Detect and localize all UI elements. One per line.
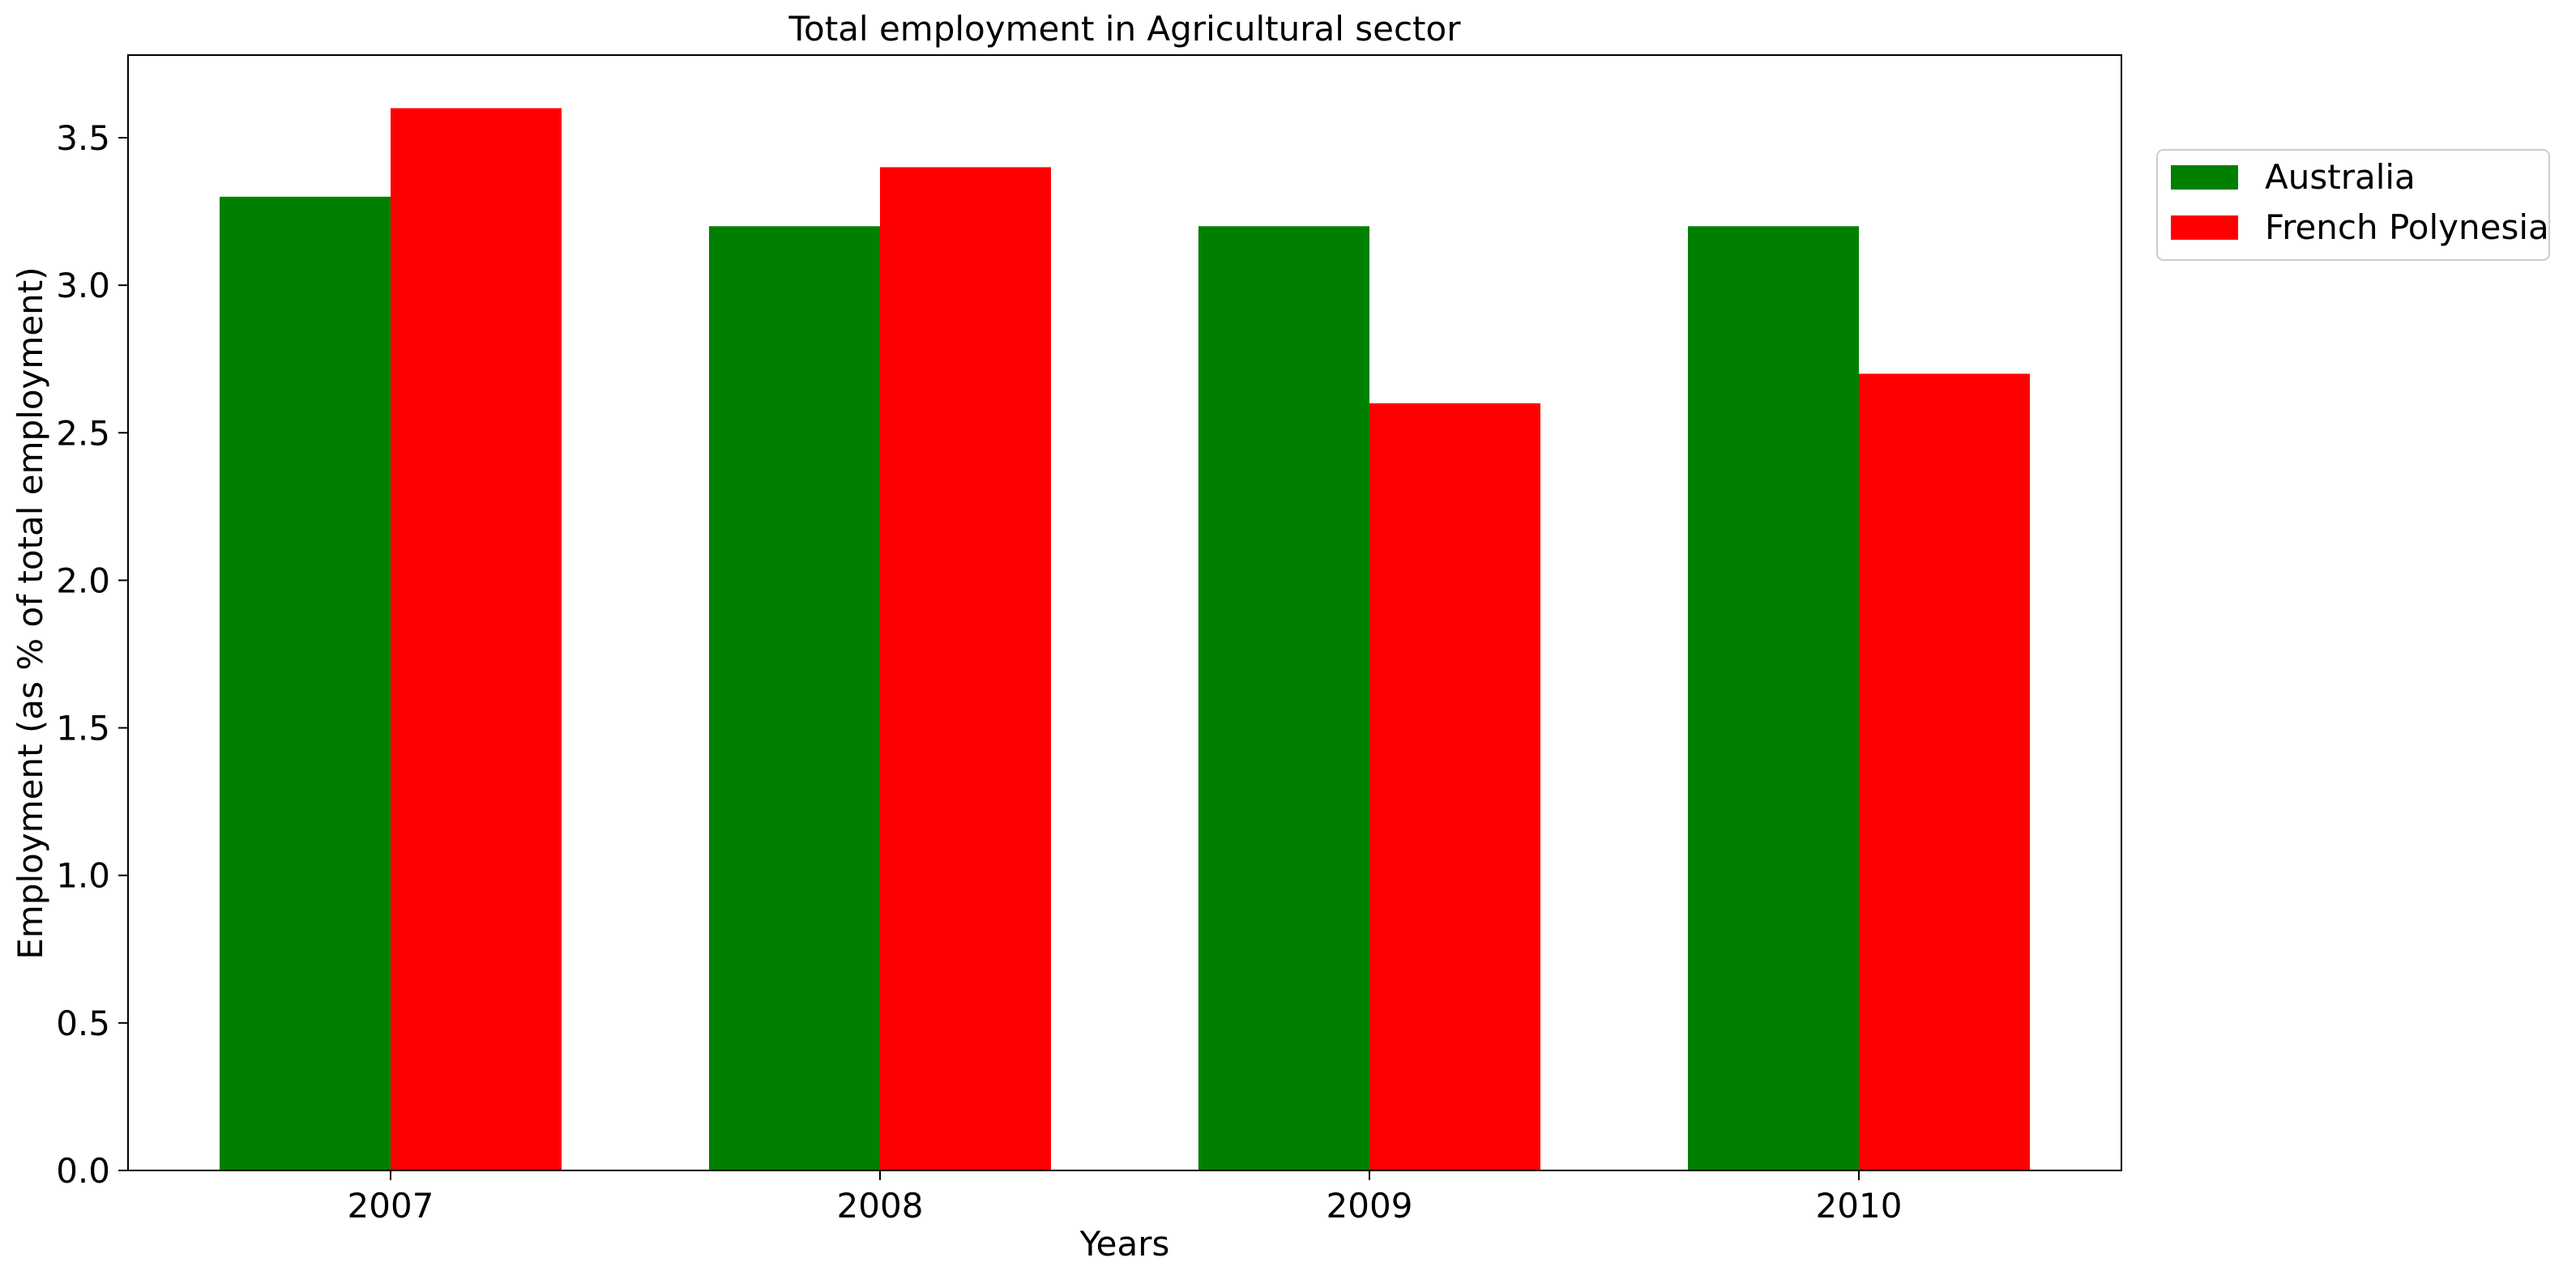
- y-axis-ticks: 0.0 0.5 1.0 1.5 2.0 2.5 3.0 3.5: [56, 118, 128, 1191]
- x-axis-label: Years: [1079, 1224, 1170, 1264]
- x-tick-label: 2007: [348, 1186, 434, 1226]
- y-tick-label: 2.5: [56, 413, 110, 453]
- bar-french-polynesia-2008: [880, 167, 1051, 1170]
- legend-label-french-polynesia: French Polynesia: [2265, 207, 2549, 247]
- bar-australia-2007: [220, 196, 391, 1170]
- y-tick-label: 1.5: [56, 709, 110, 748]
- plot-area-frame: [127, 54, 2122, 1171]
- bar-australia-2009: [1198, 226, 1369, 1171]
- bar-french-polynesia-2007: [391, 108, 562, 1171]
- x-tick-label: 2010: [1816, 1186, 1903, 1226]
- bar-french-polynesia-2009: [1369, 403, 1540, 1170]
- x-tick-label: 2009: [1326, 1186, 1413, 1226]
- bar-french-polynesia-2010: [1859, 373, 2030, 1170]
- y-tick-label: 1.0: [56, 856, 110, 896]
- x-axis-ticks: 2007 2008 2009 2010: [348, 1170, 1903, 1226]
- bars-group: [220, 108, 2030, 1171]
- y-axis-label: Employment (as % of total employment): [11, 266, 50, 959]
- legend-swatch-french-polynesia: [2171, 215, 2238, 240]
- bar-australia-2010: [1688, 226, 1859, 1171]
- y-tick-label: 3.5: [56, 118, 110, 158]
- x-tick-label: 2008: [837, 1186, 924, 1226]
- chart-title: Total employment in Agricultural sector: [788, 9, 1462, 49]
- y-tick-label: 0.0: [56, 1151, 110, 1191]
- y-tick-label: 3.0: [56, 266, 110, 305]
- legend-box: [2156, 149, 2550, 261]
- legend: Australia French Polynesia: [2156, 149, 2550, 261]
- legend-swatch-australia: [2171, 165, 2238, 190]
- bar-australia-2008: [709, 226, 880, 1171]
- y-tick-label: 2.0: [56, 561, 110, 600]
- legend-label-australia: Australia: [2265, 157, 2416, 197]
- y-tick-label: 0.5: [56, 1004, 110, 1043]
